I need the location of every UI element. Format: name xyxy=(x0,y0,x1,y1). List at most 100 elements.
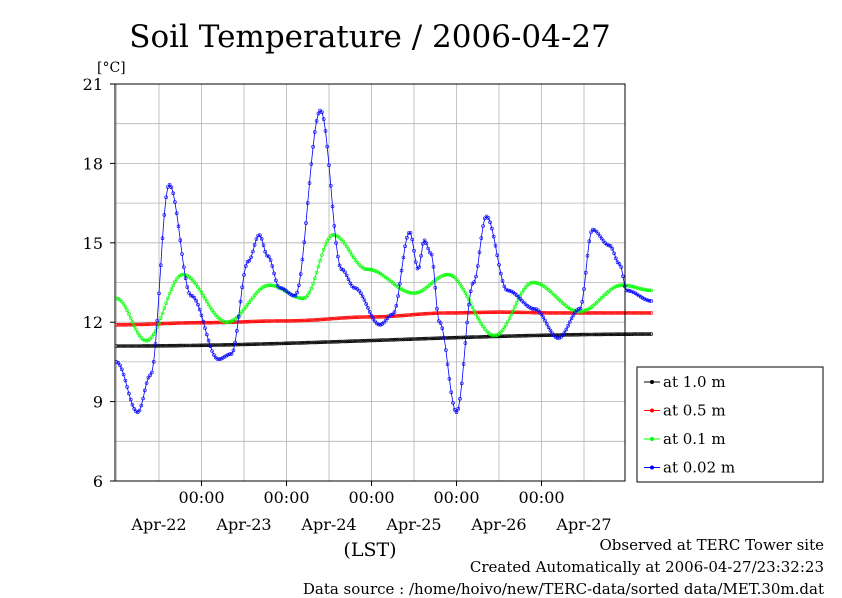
legend-marker xyxy=(650,380,654,384)
data-point xyxy=(583,308,588,313)
data-point xyxy=(173,279,177,284)
data-point xyxy=(141,344,145,348)
data-point xyxy=(304,318,308,323)
data-point xyxy=(157,291,161,296)
data-point xyxy=(585,307,590,312)
data-point xyxy=(222,343,227,347)
data-point xyxy=(378,314,383,319)
data-point xyxy=(387,338,392,342)
data-point xyxy=(566,323,570,328)
data-point xyxy=(575,332,579,337)
data-point xyxy=(212,343,216,347)
data-point xyxy=(429,252,434,257)
data-point xyxy=(376,270,381,275)
data-point xyxy=(399,268,404,273)
data-point xyxy=(536,333,540,338)
data-point xyxy=(327,236,331,240)
data-point xyxy=(305,340,310,345)
data-point xyxy=(236,314,241,319)
data-point xyxy=(183,343,188,348)
data-point xyxy=(633,332,638,336)
data-point xyxy=(240,320,244,324)
data-point xyxy=(196,285,200,289)
data-point xyxy=(599,332,604,337)
data-point xyxy=(224,320,229,325)
data-point xyxy=(619,265,624,269)
x-axis-ticks: 00:00 00:00 00:00 00:00 00:00 Apr-22 Apr-23 Apr… xyxy=(130,481,612,534)
data-point xyxy=(312,130,317,134)
data-point xyxy=(307,290,312,295)
data-point xyxy=(578,306,583,311)
data-point xyxy=(591,227,595,232)
data-point xyxy=(569,316,574,321)
data-point xyxy=(525,310,530,315)
data-point xyxy=(444,348,448,352)
data-point xyxy=(357,288,361,293)
data-point xyxy=(305,293,310,298)
data-point xyxy=(438,274,443,279)
data-point xyxy=(151,322,156,326)
data-point xyxy=(242,307,246,312)
data-point xyxy=(332,233,337,237)
data-point xyxy=(240,309,244,314)
data-point xyxy=(327,317,331,321)
data-point xyxy=(459,284,464,289)
data-point xyxy=(316,264,321,269)
data-point xyxy=(302,340,307,345)
data-point xyxy=(351,255,356,260)
data-point xyxy=(431,336,436,341)
data-point xyxy=(642,311,647,315)
data-point xyxy=(475,315,480,320)
data-point xyxy=(196,343,200,348)
data-point xyxy=(240,285,244,290)
data-point xyxy=(440,326,445,331)
data-point xyxy=(277,285,282,290)
data-point xyxy=(559,311,563,315)
data-point xyxy=(428,250,432,255)
data-point xyxy=(511,308,516,313)
data-point xyxy=(431,311,436,316)
data-point xyxy=(321,117,326,121)
data-point xyxy=(461,362,466,366)
data-point xyxy=(360,315,365,319)
data-point xyxy=(445,362,450,367)
data-point xyxy=(178,238,183,242)
data-point xyxy=(238,299,243,304)
data-point xyxy=(408,290,413,295)
x-tick-time: 00:00 xyxy=(518,488,564,507)
data-point xyxy=(318,340,322,345)
data-point xyxy=(463,291,468,295)
data-point xyxy=(617,311,622,315)
data-point xyxy=(509,312,514,317)
data-point xyxy=(491,333,496,338)
data-point xyxy=(543,333,547,338)
data-point xyxy=(320,340,324,345)
data-point xyxy=(511,334,516,338)
data-point xyxy=(452,311,457,315)
data-point xyxy=(189,293,193,298)
data-point xyxy=(406,231,411,235)
x-date-label: Apr-25 xyxy=(385,515,441,534)
data-point xyxy=(360,338,365,343)
data-point xyxy=(640,287,645,292)
data-point xyxy=(353,286,358,290)
data-point xyxy=(482,327,487,331)
data-point xyxy=(436,336,441,341)
data-point xyxy=(530,306,535,311)
data-point xyxy=(601,311,606,315)
data-point xyxy=(136,330,140,335)
data-point xyxy=(552,292,556,297)
data-point xyxy=(366,267,370,272)
data-point xyxy=(527,310,531,315)
data-point xyxy=(355,287,360,291)
data-point xyxy=(468,335,473,340)
data-point xyxy=(371,316,376,321)
data-point xyxy=(217,343,221,347)
data-point xyxy=(578,332,583,337)
data-point xyxy=(144,322,149,327)
data-point xyxy=(252,243,257,247)
data-point xyxy=(603,311,608,315)
data-point xyxy=(160,236,165,240)
data-point xyxy=(569,332,574,337)
data-point xyxy=(314,270,319,275)
